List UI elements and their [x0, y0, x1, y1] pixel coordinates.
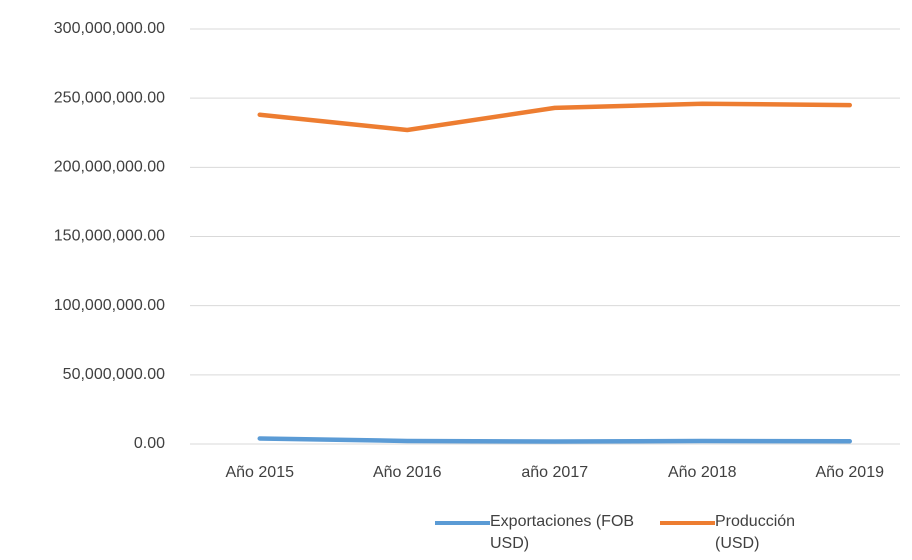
- plot: 0.00 50,000,000.00 100,000,000.00 150,000,0…: [54, 20, 900, 481]
- x-tick-label: Año 2019: [815, 464, 884, 481]
- x-tick-label: Año 2018: [668, 464, 737, 481]
- x-tick-label: Año 2015: [225, 464, 294, 481]
- y-tick-label: 300,000,000.00: [54, 20, 165, 37]
- legend-label: Exportaciones (FOB USD): [490, 513, 635, 552]
- legend-item: Exportaciones (FOB USD): [435, 511, 635, 555]
- y-tick-label: 0.00: [134, 435, 165, 452]
- y-tick-label: 150,000,000.00: [54, 228, 165, 245]
- series-line: [257, 436, 852, 444]
- y-tick-label: 200,000,000.00: [54, 159, 165, 176]
- y-tick-label: 100,000,000.00: [54, 297, 165, 314]
- series-line: [257, 101, 852, 133]
- legend-label: Producción (USD): [715, 513, 796, 552]
- legend-swatch: [660, 521, 715, 525]
- legend-swatch: [435, 521, 490, 525]
- x-tick-label: Año 2016: [373, 464, 442, 481]
- x-tick-label: año 2017: [521, 464, 588, 481]
- y-tick-label: 50,000,000.00: [63, 366, 165, 383]
- legend-item: Producción (USD): [660, 511, 835, 555]
- y-tick-label: 250,000,000.00: [54, 89, 165, 106]
